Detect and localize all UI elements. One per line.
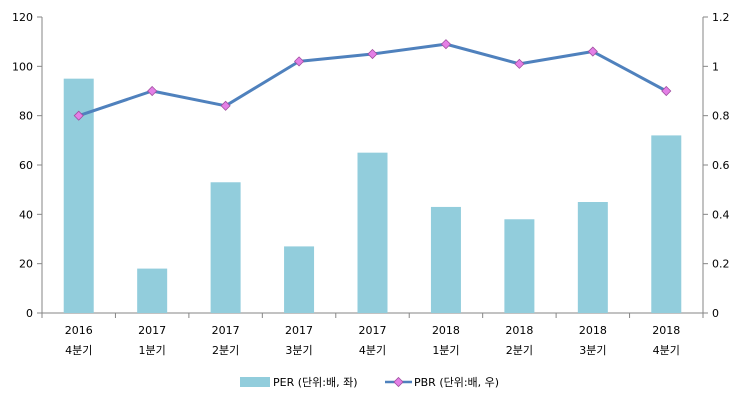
left-tick-label: 40 [19, 208, 33, 221]
left-tick-label: 0 [26, 307, 33, 320]
right-tick-label: 0.6 [712, 159, 730, 172]
pbr-point [73, 110, 84, 121]
pbr-point [220, 100, 231, 111]
pbr-point [514, 58, 525, 69]
x-tick-label-year: 2017 [359, 324, 387, 337]
x-tick-label-quarter: 4분기 [653, 344, 680, 357]
x-tick-label-year: 2017 [138, 324, 166, 337]
pbr-point [587, 46, 598, 57]
per-bar [430, 206, 461, 313]
legend-swatch-pbr-marker [393, 376, 404, 388]
pbr-point [293, 56, 305, 67]
per-bar [357, 152, 388, 313]
x-tick-label-quarter: 1분기 [139, 344, 166, 357]
x-tick-label-quarter: 4분기 [65, 344, 92, 357]
pbr-point [367, 48, 378, 60]
right-tick-label: 1 [712, 60, 719, 73]
pbr-point [147, 85, 158, 97]
x-tick-label-quarter: 2분기 [506, 344, 533, 357]
x-tick-label-year: 2017 [212, 324, 240, 337]
x-tick-label-year: 2018 [579, 324, 607, 337]
x-tick-label-year: 2017 [285, 324, 313, 337]
per-bar [504, 219, 535, 313]
right-tick-label: 0 [712, 307, 719, 320]
right-tick-label: 0.8 [712, 110, 730, 123]
legend: PER (단위:배, 좌) PBR (단위:배, 우) [240, 376, 499, 389]
left-tick-label: 100 [12, 60, 33, 73]
pbr-point [661, 85, 672, 97]
x-tick-label-quarter: 4분기 [359, 344, 386, 357]
pbr-point [440, 39, 452, 50]
left-tick-label: 120 [12, 11, 33, 24]
right-tick-label: 0.2 [712, 258, 730, 271]
x-tick-label-quarter: 2분기 [212, 344, 239, 357]
left-tick-label: 20 [19, 258, 33, 271]
right-tick-label: 1.2 [712, 11, 730, 24]
per-bar [284, 246, 315, 313]
per-bar [577, 202, 608, 313]
x-tick-label-quarter: 3분기 [285, 344, 312, 357]
per-bar [137, 268, 168, 313]
pbr-line [73, 39, 672, 121]
left-tick-label: 60 [19, 159, 33, 172]
x-tick-label-quarter: 3분기 [579, 344, 606, 357]
legend-label-pbr: PBR (단위:배, 우) [414, 376, 499, 389]
x-tick-label-year: 2016 [65, 324, 93, 337]
x-tick-label-quarter: 1분기 [432, 344, 459, 357]
right-tick-label: 0.4 [712, 208, 730, 221]
per-bars [63, 78, 682, 314]
x-tick-label-year: 2018 [505, 324, 533, 337]
left-tick-label: 80 [19, 110, 33, 123]
per-bar [651, 135, 682, 313]
x-tick-label-year: 2018 [432, 324, 460, 337]
tick-labels: 0 20 40 60 80 100 120 0 0.2 0.4 0.6 0.8 1 1.2 2016 4분기 2… [12, 11, 730, 357]
legend-swatch-per [240, 377, 270, 387]
per-bar [210, 182, 241, 313]
x-tick-label-year: 2018 [652, 324, 680, 337]
legend-label-per: PER (단위:배, 좌) [273, 376, 358, 389]
